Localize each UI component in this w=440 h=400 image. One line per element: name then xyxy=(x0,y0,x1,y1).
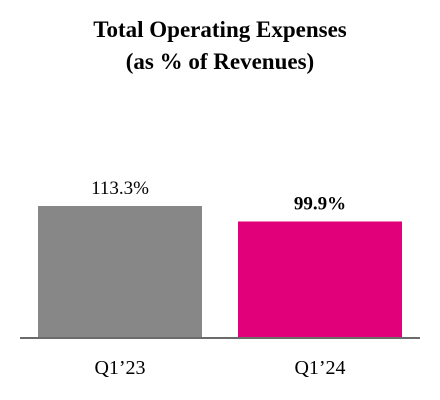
bar-1 xyxy=(38,206,202,337)
value-label-2: 99.9% xyxy=(294,193,346,214)
bar-2 xyxy=(238,221,402,337)
category-label-2: Q1’24 xyxy=(294,357,345,379)
category-label-1: Q1’23 xyxy=(94,357,145,379)
value-label-1: 113.3% xyxy=(91,178,149,199)
chart-title-line-1: Total Operating Expenses xyxy=(93,17,347,42)
chart-title-line-2: (as % of Revenues) xyxy=(125,49,315,74)
